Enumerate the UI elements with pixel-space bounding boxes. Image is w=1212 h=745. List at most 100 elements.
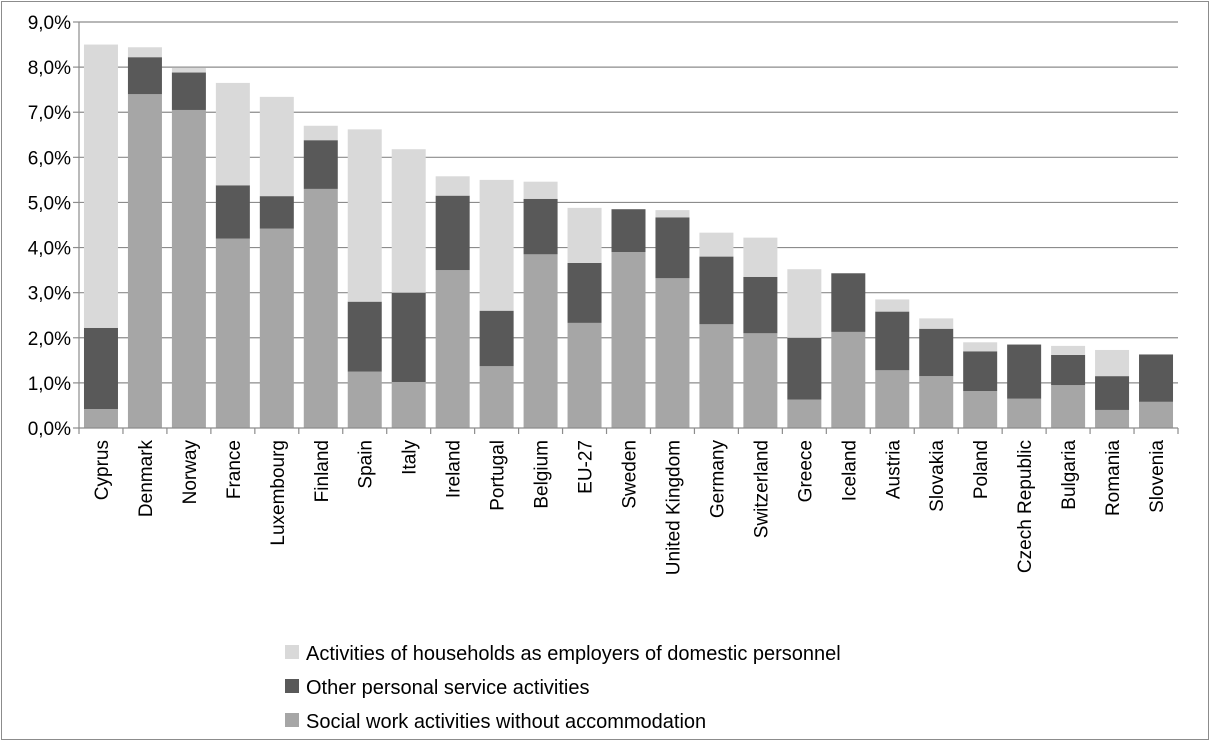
legend-label: Activities of households as employers of… bbox=[306, 643, 841, 665]
y-tick-label: 0,0% bbox=[28, 419, 71, 440]
x-category-label: Spain bbox=[356, 440, 377, 489]
bar-segment bbox=[1139, 401, 1174, 428]
x-category-label: Portugal bbox=[488, 440, 509, 511]
bar-segment bbox=[1007, 344, 1042, 399]
bar-segment bbox=[479, 310, 514, 367]
x-category-label: Sweden bbox=[620, 440, 641, 509]
x-category-label: Ireland bbox=[444, 440, 465, 498]
x-category-label: EU-27 bbox=[576, 440, 597, 494]
bar-segment bbox=[171, 109, 206, 428]
bar-segment bbox=[831, 331, 866, 428]
x-category-label: France bbox=[224, 440, 245, 499]
bar-segment bbox=[919, 328, 954, 377]
bar-segment bbox=[435, 270, 470, 428]
x-category-label: Slovenia bbox=[1147, 440, 1168, 513]
bar-segment bbox=[303, 125, 338, 141]
bar-segment bbox=[787, 269, 822, 338]
y-tick-label: 7,0% bbox=[28, 103, 71, 124]
bar-segment bbox=[259, 228, 294, 428]
bar-segment bbox=[523, 181, 558, 199]
bar-segment bbox=[171, 68, 206, 73]
bar-segment bbox=[831, 273, 866, 332]
bar-segment bbox=[1007, 398, 1042, 428]
x-category-label: Romania bbox=[1103, 440, 1124, 516]
bar-segment bbox=[567, 262, 602, 323]
bar-segment bbox=[699, 324, 734, 428]
x-category-label: United Kingdom bbox=[663, 440, 684, 575]
bar-segment bbox=[435, 176, 470, 196]
bar-segment bbox=[787, 337, 822, 400]
bar-segment bbox=[479, 179, 514, 311]
bar-segment bbox=[259, 196, 294, 229]
bar-segment bbox=[699, 256, 734, 325]
bar-segment bbox=[215, 238, 250, 428]
legend-label: Social work activities without accommoda… bbox=[306, 711, 706, 733]
bar-segment bbox=[127, 94, 162, 428]
y-tick-label: 9,0% bbox=[28, 13, 71, 34]
bar-segment bbox=[347, 301, 382, 372]
y-tick-label: 4,0% bbox=[28, 239, 71, 260]
bar-segment bbox=[743, 276, 778, 334]
x-category-label: Poland bbox=[971, 440, 992, 499]
bar-segment bbox=[963, 342, 998, 352]
bar-segment bbox=[875, 311, 910, 371]
bar-segment bbox=[215, 185, 250, 239]
bar-segment bbox=[919, 318, 954, 329]
x-category-label: Greece bbox=[795, 440, 816, 502]
bar-segment bbox=[391, 292, 426, 382]
bar-segment bbox=[391, 381, 426, 428]
x-category-label: Denmark bbox=[136, 440, 157, 518]
bar-segment bbox=[611, 252, 646, 428]
x-category-label: Luxembourg bbox=[268, 440, 289, 546]
bar-segment bbox=[655, 210, 690, 218]
bar-segment bbox=[1139, 354, 1174, 402]
bar-segment bbox=[743, 333, 778, 428]
x-category-label: Austria bbox=[883, 440, 904, 500]
y-tick-label: 8,0% bbox=[28, 58, 71, 79]
bar-segment bbox=[1051, 354, 1086, 386]
bar-segment bbox=[83, 44, 118, 328]
legend-label: Other personal service activities bbox=[306, 677, 589, 699]
x-category-label: Norway bbox=[180, 440, 201, 505]
bar-segment bbox=[215, 82, 250, 186]
bar-segment bbox=[1095, 349, 1130, 377]
bar-segment bbox=[259, 96, 294, 197]
bar-segment bbox=[567, 207, 602, 263]
bar-segment bbox=[1051, 345, 1086, 355]
bar-segment bbox=[83, 409, 118, 428]
bar-segment bbox=[171, 72, 206, 110]
x-category-label: Cyprus bbox=[92, 440, 113, 500]
bar-segment bbox=[655, 217, 690, 279]
x-category-label: Switzerland bbox=[751, 440, 772, 538]
bar-segment bbox=[303, 188, 338, 428]
bar-segment bbox=[963, 351, 998, 392]
x-category-label: Czech Republic bbox=[1015, 440, 1036, 573]
bar-segment bbox=[787, 399, 822, 428]
bar-segment bbox=[743, 237, 778, 277]
y-tick-label: 3,0% bbox=[28, 284, 71, 305]
x-category-label: Slovakia bbox=[927, 440, 948, 512]
bar-segment bbox=[875, 299, 910, 312]
bar-segment bbox=[391, 149, 426, 293]
y-tick-label: 5,0% bbox=[28, 193, 71, 214]
bar-segment bbox=[83, 327, 118, 410]
bar-segment bbox=[127, 57, 162, 95]
x-category-label: Bulgaria bbox=[1059, 440, 1080, 510]
y-tick-label: 6,0% bbox=[28, 148, 71, 169]
bar-segment bbox=[303, 140, 338, 189]
bar-segment bbox=[347, 371, 382, 428]
bar-segment bbox=[1095, 409, 1130, 428]
legend-swatch bbox=[285, 713, 299, 727]
bar-segment bbox=[963, 391, 998, 428]
x-category-label: Belgium bbox=[532, 440, 553, 509]
x-category-label: Italy bbox=[400, 440, 421, 475]
x-category-label: Germany bbox=[707, 440, 728, 519]
legend-swatch bbox=[285, 645, 299, 659]
bar-segment bbox=[699, 232, 734, 257]
y-tick-label: 2,0% bbox=[28, 329, 71, 350]
bar-segment bbox=[1095, 376, 1130, 410]
x-category-label: Finland bbox=[312, 440, 333, 502]
bar-segment bbox=[567, 322, 602, 428]
